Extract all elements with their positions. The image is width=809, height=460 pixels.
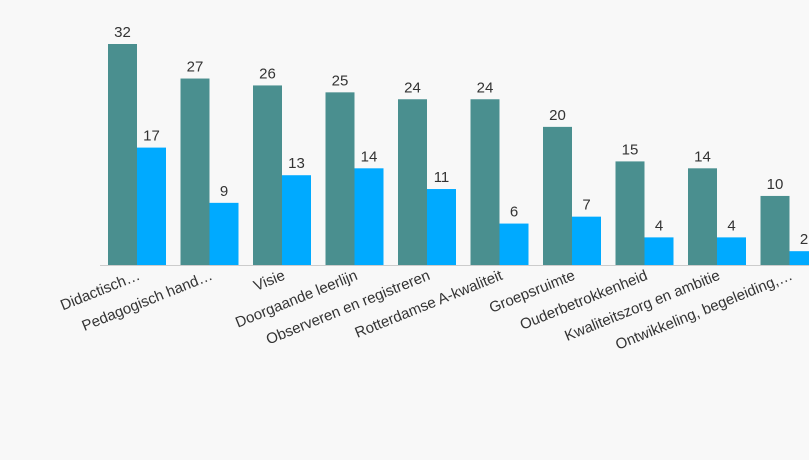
value-label-secondary-5: 11 <box>434 169 450 186</box>
bar-secondary-1 <box>137 148 166 265</box>
value-label-primary-10: 10 <box>767 176 784 193</box>
bar-primary-10 <box>761 196 790 265</box>
value-label-primary-7: 20 <box>549 107 566 124</box>
bar-primary-4 <box>326 92 355 265</box>
bar-primary-1 <box>108 44 137 265</box>
bar-primary-7 <box>543 127 572 265</box>
bar-primary-9 <box>688 168 717 265</box>
value-label-secondary-7: 7 <box>582 197 590 214</box>
bar-secondary-2 <box>210 203 239 265</box>
bar-primary-2 <box>181 79 210 265</box>
value-label-primary-4: 25 <box>332 72 349 89</box>
value-label-secondary-6: 6 <box>510 204 518 221</box>
value-label-secondary-1: 17 <box>143 128 160 145</box>
value-label-secondary-9: 4 <box>727 217 735 234</box>
value-label-secondary-2: 9 <box>220 183 228 200</box>
bar-secondary-3 <box>282 175 311 265</box>
bar-secondary-5 <box>427 189 456 265</box>
bar-secondary-6 <box>500 224 529 265</box>
value-label-primary-3: 26 <box>259 65 276 82</box>
bar-secondary-9 <box>717 237 746 265</box>
value-label-primary-2: 27 <box>187 59 204 76</box>
value-label-secondary-3: 13 <box>288 155 305 172</box>
bar-primary-3 <box>253 85 282 265</box>
category-label-2: Pedagogisch hand… <box>79 267 215 335</box>
value-label-primary-8: 15 <box>622 141 639 158</box>
bar-secondary-10 <box>790 251 809 265</box>
value-label-primary-6: 24 <box>477 79 494 96</box>
bar-secondary-4 <box>355 168 384 265</box>
value-label-primary-5: 24 <box>404 79 421 96</box>
value-label-secondary-8: 4 <box>655 217 663 234</box>
value-label-secondary-4: 14 <box>361 148 378 165</box>
value-label-primary-1: 32 <box>114 24 131 41</box>
bar-primary-6 <box>471 99 500 265</box>
bar-secondary-7 <box>572 217 601 265</box>
bar-primary-8 <box>616 161 645 265</box>
bar-secondary-8 <box>645 237 674 265</box>
bar-primary-5 <box>398 99 427 265</box>
value-label-secondary-10: 2 <box>800 231 808 248</box>
value-label-primary-9: 14 <box>694 148 711 165</box>
category-label-3: Visie <box>251 267 287 295</box>
category-labels-group: Didactisch…Pedagogisch hand…VisieDoorgaa… <box>58 267 795 354</box>
